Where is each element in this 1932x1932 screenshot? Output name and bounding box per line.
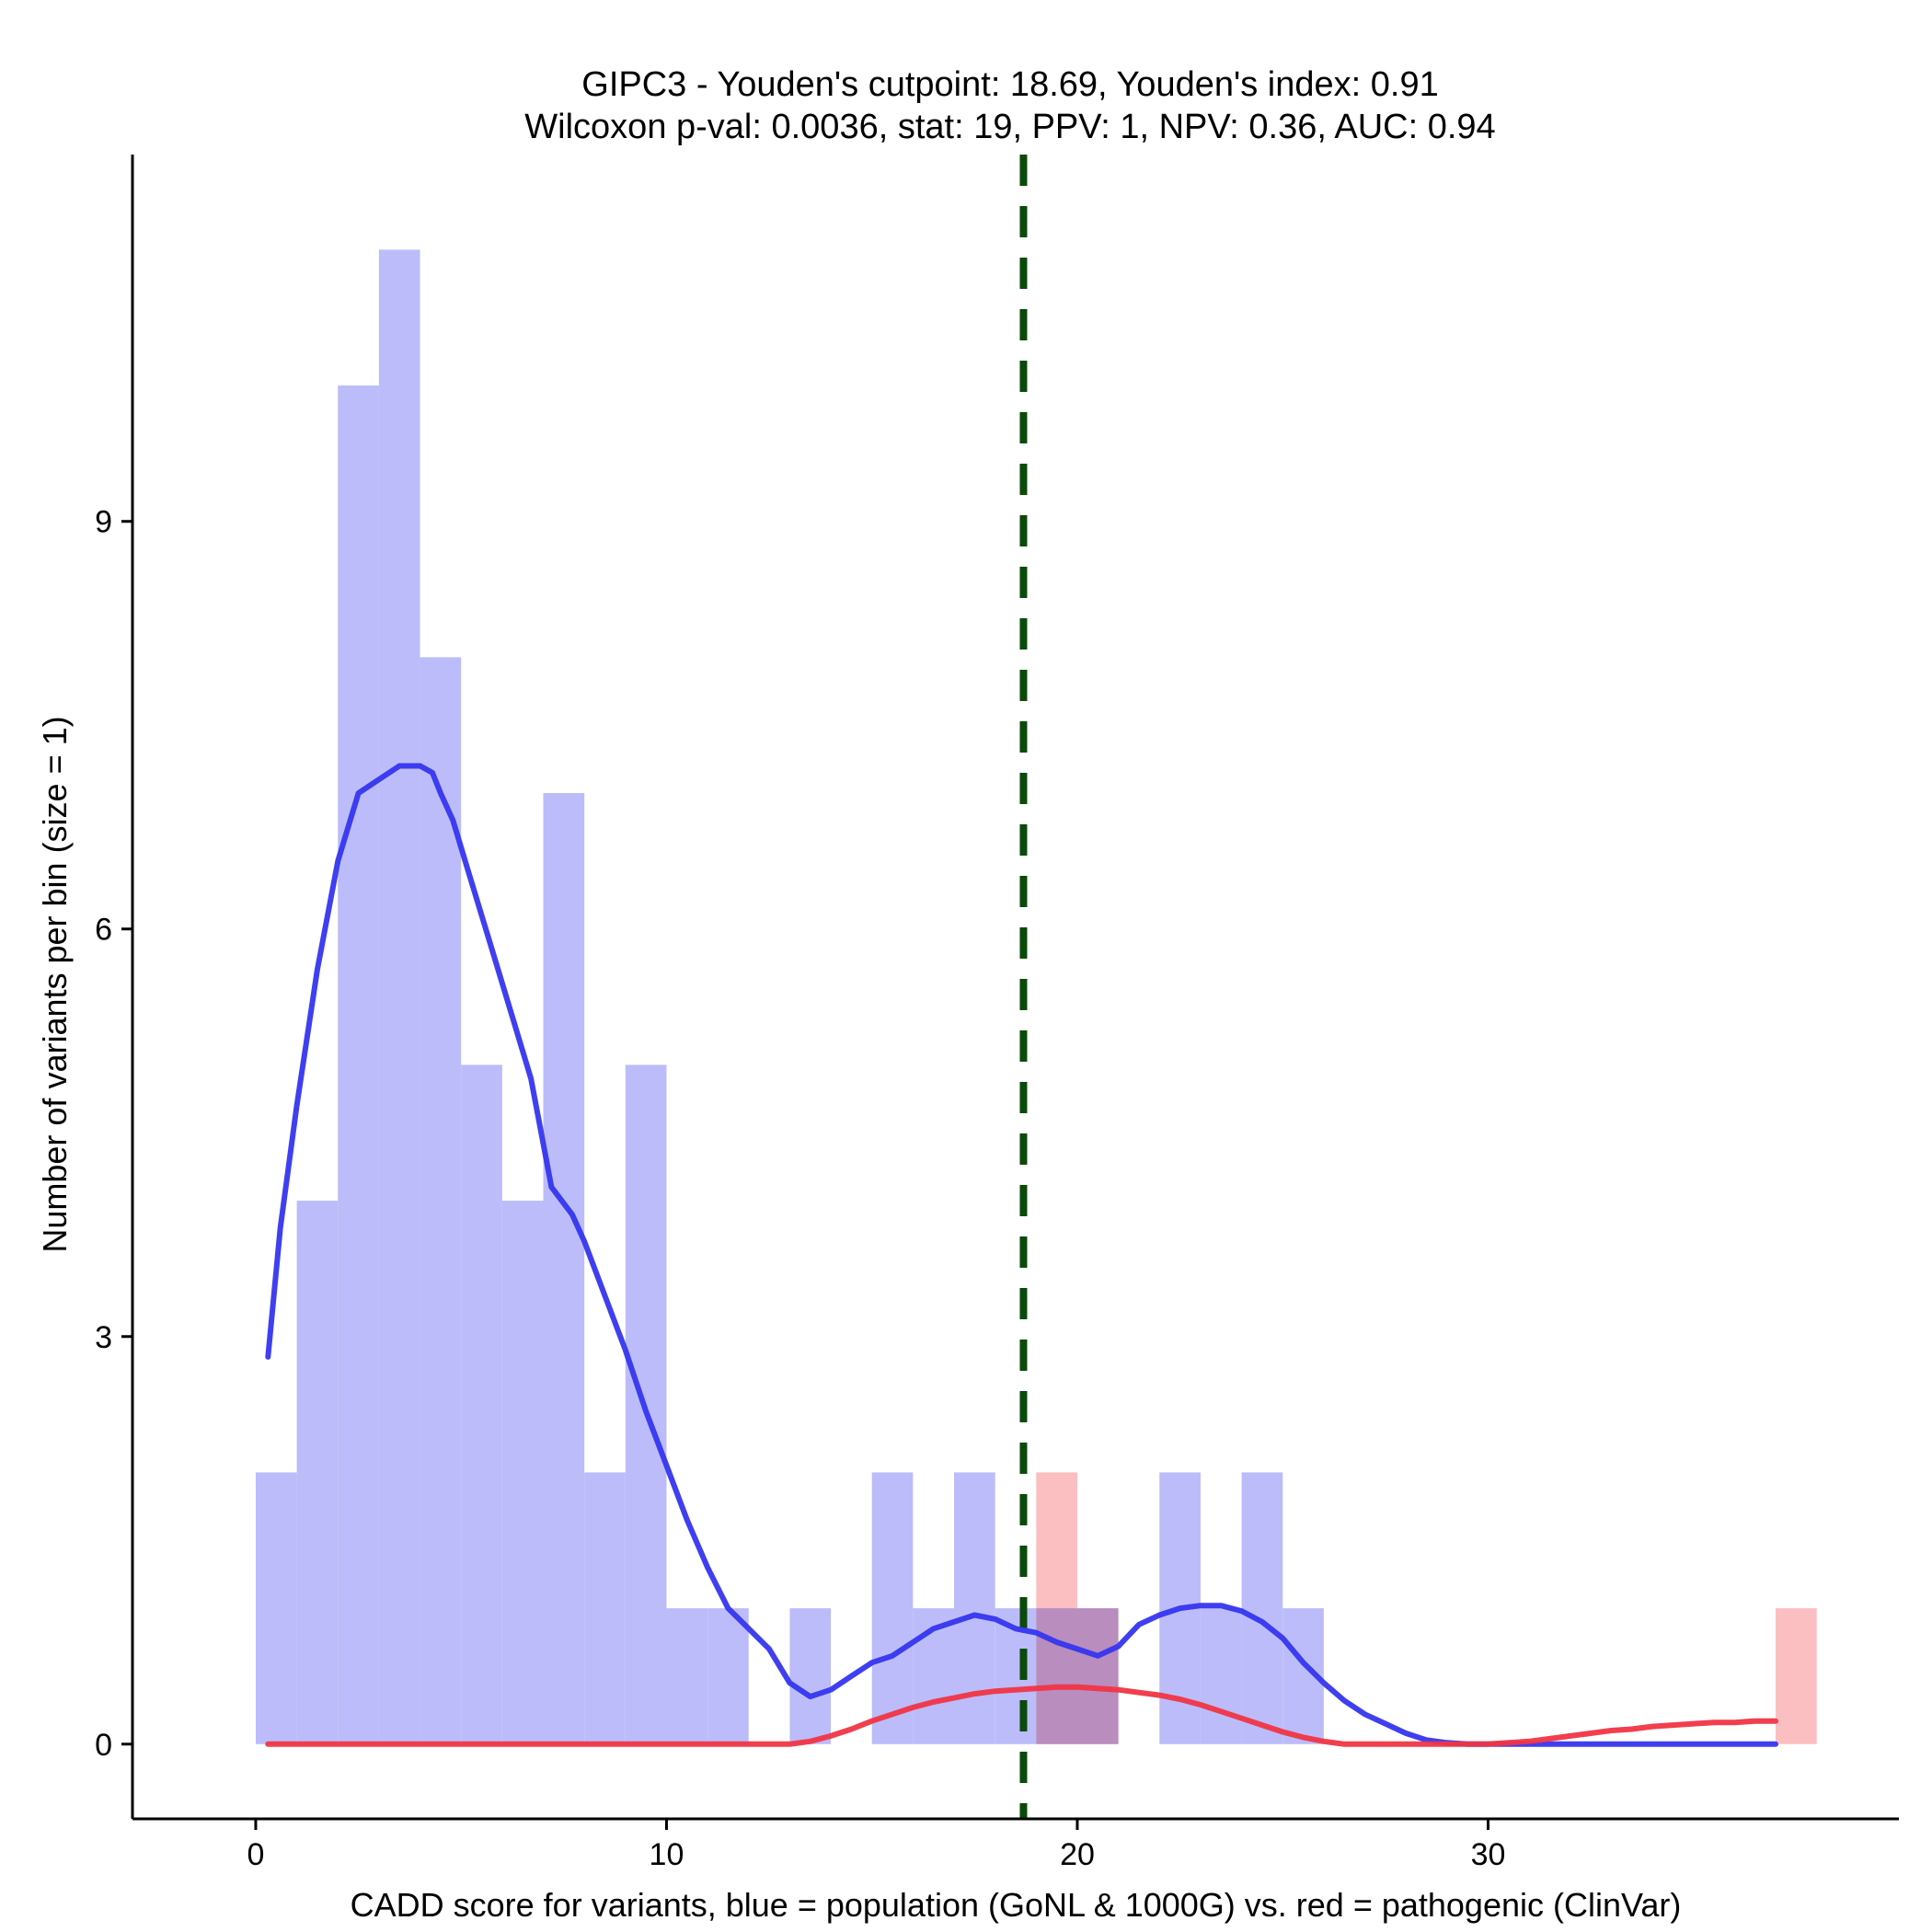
pathogenic-bar — [1776, 1608, 1817, 1744]
population-bar — [789, 1608, 832, 1744]
x-ticks: 0 10 20 30 — [247, 1819, 1505, 1872]
chart-title-line-2: Wilcoxon p-val: 0.0036, stat: 19, PPV: 1… — [524, 108, 1495, 146]
y-tick-label: 3 — [95, 1320, 112, 1355]
x-tick-label: 20 — [1060, 1837, 1095, 1872]
population-bar — [338, 385, 379, 1744]
population-bars — [255, 249, 1324, 1744]
x-axis-label: CADD score for variants, blue = populati… — [351, 1886, 1682, 1924]
pathogenic-density-line — [265, 1684, 1778, 1747]
y-axis-label: Number of variants per bin (size = 1) — [36, 716, 74, 1252]
pathogenic-bars — [1036, 1472, 1817, 1744]
population-bar — [296, 1201, 339, 1744]
population-bar — [584, 1472, 626, 1744]
pathogenic-bar — [1076, 1608, 1119, 1744]
population-bar — [543, 793, 585, 1744]
y-ticks: 0 3 6 9 — [95, 505, 132, 1763]
population-bar — [954, 1472, 995, 1744]
population-bar — [378, 249, 420, 1744]
population-bar — [707, 1608, 749, 1744]
population-bar — [871, 1472, 914, 1744]
y-tick-label: 9 — [95, 505, 112, 540]
pathogenic-bar — [1036, 1472, 1077, 1744]
plot-area — [255, 155, 1817, 1819]
x-tick-label: 0 — [247, 1837, 264, 1872]
population-bar — [1200, 1608, 1242, 1744]
y-tick-label: 6 — [95, 913, 112, 948]
population-bar — [255, 1472, 297, 1744]
population-bar — [666, 1608, 708, 1744]
population-bar — [501, 1201, 544, 1744]
density-lines — [265, 763, 1778, 1747]
population-bar — [461, 1064, 502, 1744]
population-density-line — [265, 763, 1778, 1747]
chart-title-line-1: GIPC3 - Youden's cutpoint: 18.69, Youden… — [581, 65, 1438, 104]
x-tick-label: 10 — [650, 1837, 684, 1872]
x-tick-label: 30 — [1471, 1837, 1506, 1872]
population-bar — [1241, 1472, 1283, 1744]
y-tick-label: 0 — [95, 1728, 112, 1763]
population-bar — [420, 657, 462, 1744]
